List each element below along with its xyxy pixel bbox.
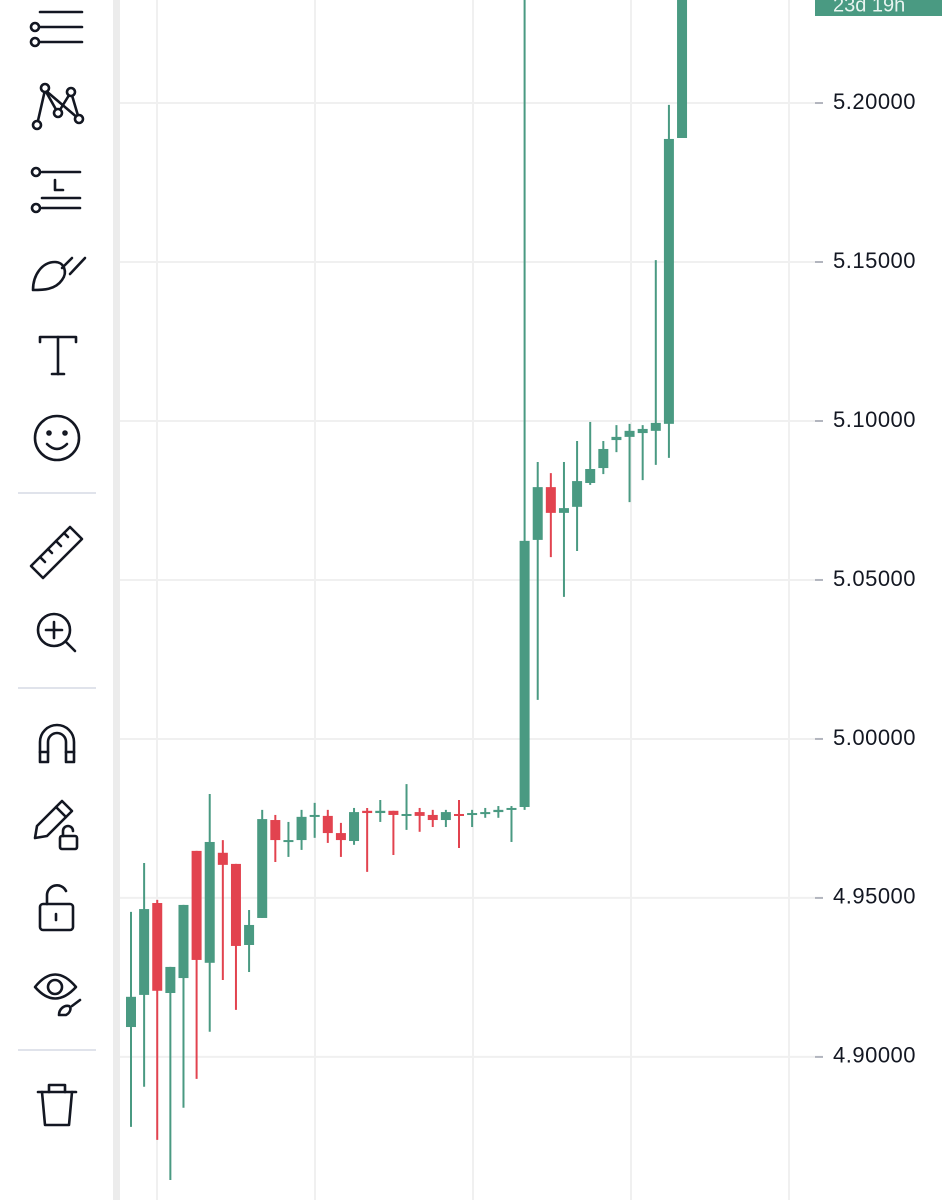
candle-body xyxy=(191,850,202,960)
candle-body xyxy=(677,0,688,138)
candle-body xyxy=(388,810,399,815)
candle-body xyxy=(598,448,609,469)
candle-body xyxy=(519,540,530,807)
candle-body xyxy=(532,487,543,540)
candle-body xyxy=(204,841,215,963)
y-tick-label: 5.10000 xyxy=(833,407,916,432)
tool-brush[interactable] xyxy=(31,256,87,292)
tool-long[interactable] xyxy=(30,166,82,214)
toolbar xyxy=(18,0,120,1200)
candle-body xyxy=(611,436,622,441)
candle-body xyxy=(414,812,425,816)
y-tick-label: 5.20000 xyxy=(833,89,916,114)
candle-body xyxy=(322,815,333,834)
candle-body xyxy=(401,813,412,816)
candle-body xyxy=(152,903,163,991)
candles xyxy=(126,0,688,1180)
tool-zoom[interactable] xyxy=(36,612,77,653)
tool-pencil-lock[interactable] xyxy=(33,799,79,851)
tool-emoji[interactable] xyxy=(33,414,81,462)
tool-visibility[interactable] xyxy=(33,973,82,1017)
candle-body xyxy=(309,814,320,817)
tool-text[interactable] xyxy=(38,335,78,376)
candle-body xyxy=(283,840,294,843)
candle-body xyxy=(335,833,346,841)
candle-body xyxy=(624,430,635,437)
y-tick-label: 5.05000 xyxy=(833,566,916,591)
candle-body xyxy=(558,508,569,513)
candle-body xyxy=(545,487,556,513)
tool-pattern[interactable] xyxy=(31,82,85,131)
candle-body xyxy=(663,138,674,424)
candle-body xyxy=(467,813,478,816)
candle-body xyxy=(217,852,228,865)
y-tick-label: 4.90000 xyxy=(833,1043,916,1068)
candle-body xyxy=(480,812,491,815)
candle-body xyxy=(637,428,648,434)
candle-body xyxy=(165,966,176,994)
countdown-label: 23d 19h xyxy=(833,0,905,16)
tool-delete[interactable] xyxy=(36,1083,78,1127)
candle-body xyxy=(270,820,281,841)
candle-body xyxy=(230,863,241,946)
candle-body xyxy=(454,813,464,816)
countdown-badge xyxy=(815,0,942,16)
price-axis: 4.90000 4.95000 5.00000 5.05000 5.10000 5.150… xyxy=(815,89,916,1068)
tool-lock[interactable] xyxy=(38,884,75,932)
candle-body xyxy=(585,468,596,483)
candle-body xyxy=(244,924,255,945)
toolbar-divider xyxy=(113,0,120,1200)
y-tick-label: 4.95000 xyxy=(833,884,916,909)
candle-body xyxy=(296,816,307,841)
candle-body xyxy=(427,814,438,821)
candle-body xyxy=(493,809,504,813)
candle-body xyxy=(572,481,583,507)
tool-magnet[interactable] xyxy=(38,723,76,764)
candle-body xyxy=(126,996,136,1028)
candle-body xyxy=(506,807,517,810)
y-tick-label: 5.00000 xyxy=(833,725,916,750)
candle-body xyxy=(440,812,451,821)
candle-body xyxy=(178,904,189,979)
tool-ruler[interactable] xyxy=(29,525,84,580)
y-tick-label: 5.15000 xyxy=(833,248,916,273)
tool-lines[interactable] xyxy=(29,10,84,48)
candle-body xyxy=(362,810,373,814)
candle-body xyxy=(349,812,360,842)
candle-body xyxy=(650,422,661,431)
candle-body xyxy=(375,810,386,814)
candle-body xyxy=(257,819,268,918)
candle-body xyxy=(139,909,150,995)
